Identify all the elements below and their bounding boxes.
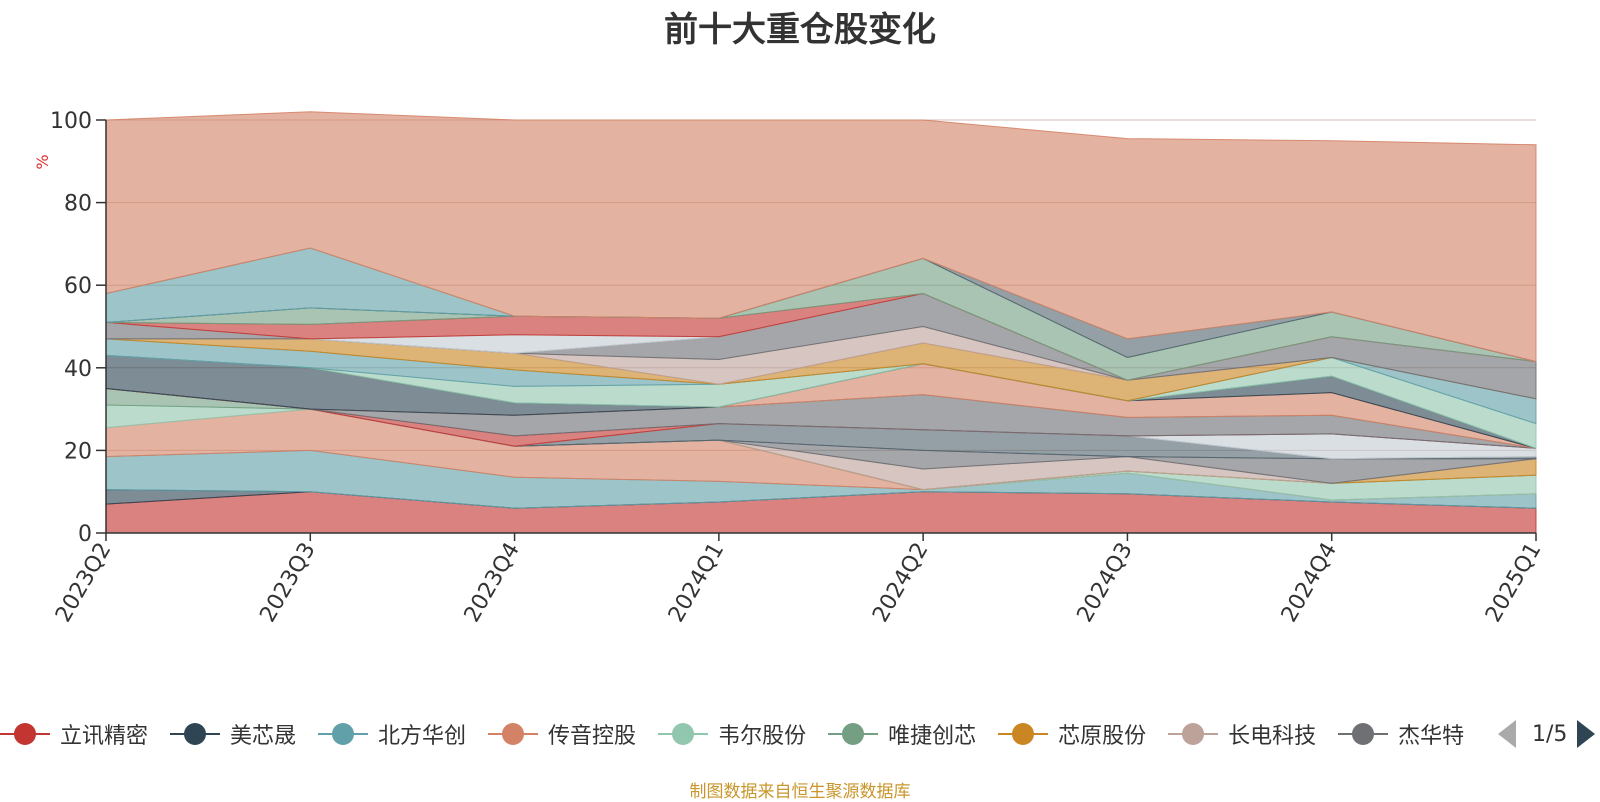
legend-item-label: 长电科技 (1228, 718, 1316, 750)
legend-marker-icon (0, 723, 50, 745)
legend-item-2[interactable]: 北方华创 (318, 714, 466, 754)
legend-marker-icon (998, 723, 1048, 745)
x-tick-label-3: 2024Q1 (664, 539, 729, 627)
x-tick-label-4: 2024Q2 (868, 538, 933, 626)
legend-page-indicator: 1/5 (1532, 722, 1567, 747)
legend-marker-icon (488, 723, 538, 745)
legend-item-0[interactable]: 立讯精密 (0, 714, 148, 754)
y-tick-label-4: 80 (64, 192, 92, 217)
legend-prev-page-icon[interactable] (1498, 720, 1516, 748)
legend-item-label: 传音控股 (548, 718, 636, 750)
legend-item-1[interactable]: 美芯晟 (170, 714, 296, 754)
legend-item-label: 北方华创 (378, 718, 466, 750)
legend-item-6[interactable]: 芯原股份 (998, 714, 1146, 754)
x-tick-label-5: 2024Q3 (1072, 538, 1137, 626)
y-tick-label-5: 100 (50, 109, 92, 134)
legend-item-label: 韦尔股份 (718, 718, 806, 750)
y-tick-label-3: 60 (64, 274, 92, 299)
legend-item-4[interactable]: 韦尔股份 (658, 714, 806, 754)
legend-marker-icon (318, 723, 368, 745)
y-axis-label: % (33, 154, 52, 169)
x-tick-label-2: 2023Q4 (460, 539, 525, 627)
legend-item-7[interactable]: 长电科技 (1168, 714, 1316, 754)
data-source-note: 制图数据来自恒生聚源数据库 (0, 777, 1600, 802)
legend-item-label: 芯原股份 (1058, 718, 1146, 750)
legend-item-label: 唯捷创芯 (888, 718, 976, 750)
legend-marker-icon (170, 723, 220, 745)
legend-marker-icon (828, 723, 878, 745)
y-tick-label-1: 20 (64, 439, 92, 464)
area-series-group (106, 112, 1536, 533)
legend-pager: 1/5 (1498, 714, 1600, 754)
legend-item-3[interactable]: 传音控股 (488, 714, 636, 754)
stacked-area-chart: 0 20 40 60 80 100 2023Q2 2023Q3 2023Q4 2024Q1 2024… (0, 0, 1600, 800)
legend-item-label: 立讯精密 (60, 718, 148, 750)
legend-marker-icon (658, 723, 708, 745)
legend-item-5[interactable]: 唯捷创芯 (828, 714, 976, 754)
legend-item-label: 杰华特 (1398, 718, 1464, 750)
legend-next-page-icon[interactable] (1577, 720, 1595, 748)
legend-item-8[interactable]: 杰华特 (1338, 714, 1464, 754)
x-tick-label-0: 2023Q2 (51, 539, 116, 627)
x-tick-label-6: 2024Q4 (1277, 538, 1342, 626)
y-tick-label-2: 40 (64, 357, 92, 382)
legend-item-label: 美芯晟 (230, 718, 296, 750)
legend-marker-icon (1168, 723, 1218, 745)
legend: 立讯精密 美芯晟 北方华创 传音控股 韦尔股份 唯捷创芯 芯原股份 长电科技 杰华特 (0, 714, 1480, 754)
x-tick-label-7: 2025Q1 (1481, 539, 1546, 627)
y-tick-label-0: 0 (78, 522, 92, 547)
x-tick-label-1: 2023Q3 (255, 539, 320, 627)
legend-marker-icon (1338, 723, 1388, 745)
